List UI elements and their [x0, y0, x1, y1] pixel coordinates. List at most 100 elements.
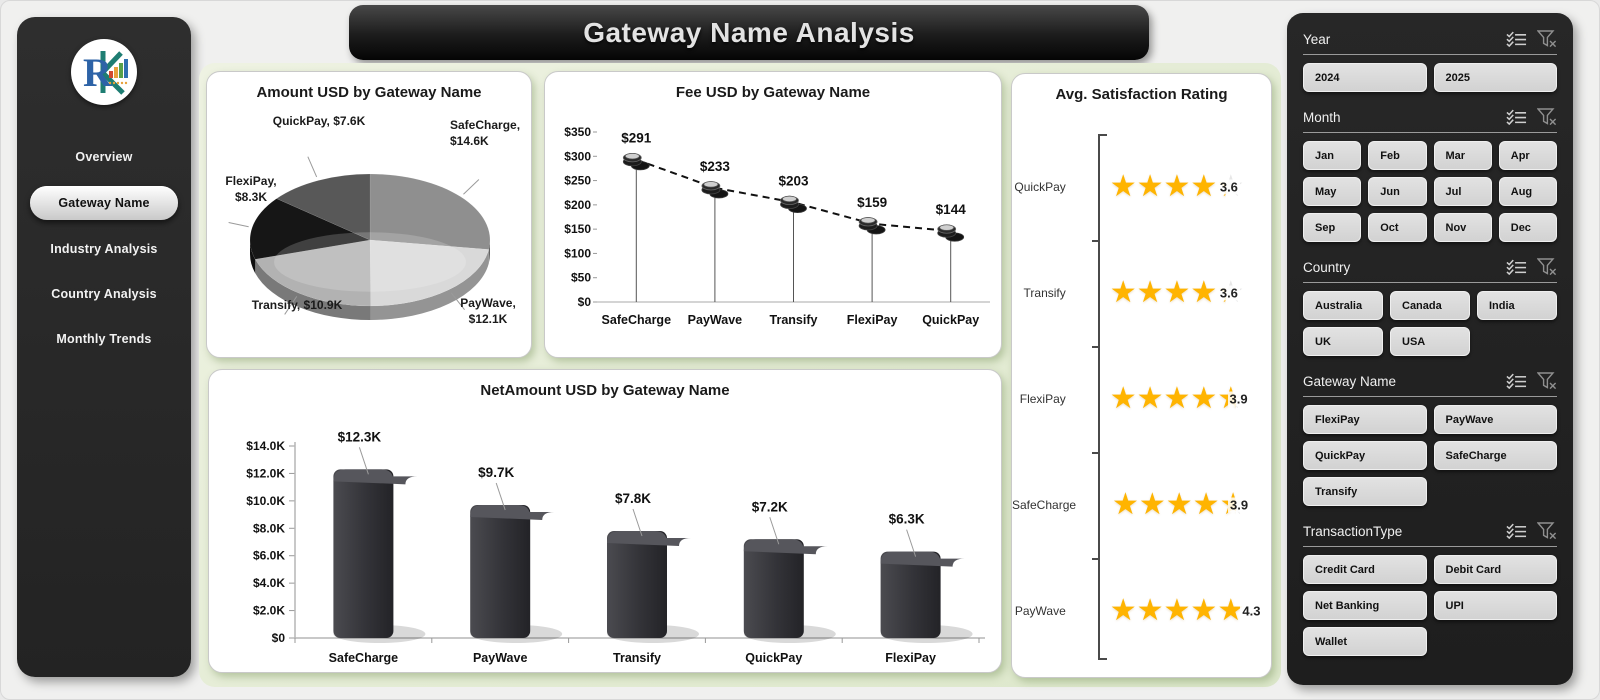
pie-slice-flexipay[interactable] [249, 198, 371, 260]
svg-text:$12.0K: $12.0K [246, 466, 285, 480]
filter-option-month-jan[interactable]: Jan [1303, 141, 1362, 170]
filter-option-country-usa[interactable]: USA [1390, 327, 1470, 356]
filter-option-gateway-name-paywave[interactable]: PayWave [1433, 405, 1557, 434]
filter-option-year-2024[interactable]: 2024 [1303, 63, 1427, 92]
filter-option-gateway-name-safecharge[interactable]: SafeCharge [1433, 441, 1557, 470]
filter-option-month-feb[interactable]: Feb [1368, 141, 1427, 170]
netamount-bar-chart[interactable]: $0 $2.0K $4.0K $6.0K $8.0K $10.0K $12.0K $14.0K… [209, 400, 1003, 672]
svg-text:$200: $200 [564, 198, 591, 212]
fee-category-label: QuickPay [922, 313, 979, 327]
fee-line-chart[interactable]: $0 $50 $100 $150 $200 $250 $300 $350 $291 SafeCha… [545, 102, 1003, 357]
fee-value-label: $233 [700, 159, 731, 174]
fee-line-card: Fee USD by Gateway Name $0 $50 $100 $150 $20… [544, 71, 1002, 358]
rating-axis-tick [1098, 134, 1107, 136]
filter-divider [1303, 396, 1557, 397]
filter-option-month-nov[interactable]: Nov [1433, 213, 1492, 242]
bar-leader-line [632, 508, 643, 537]
filter-option-month-apr[interactable]: Apr [1498, 141, 1557, 170]
coin-stack-icon[interactable] [780, 195, 807, 214]
amount-pie-chart[interactable] [207, 104, 533, 357]
filter-option-country-india[interactable]: India [1477, 291, 1557, 320]
clear-filter-icon[interactable] [1537, 522, 1557, 540]
pie-slice-quickpay[interactable] [276, 173, 371, 241]
multi-select-icon[interactable] [1506, 373, 1527, 389]
coin-stack-icon[interactable] [701, 181, 729, 199]
fee-value-label: $144 [936, 202, 967, 217]
rating-row-flexipay[interactable]: FlexiPay ★★★★★ ★★★★★ 3.9 [1012, 346, 1271, 452]
filter-title-gateway-name: Gateway Name [1303, 373, 1397, 389]
pie-label-safecharge: SafeCharge, $14.6K [450, 118, 521, 148]
multi-select-icon[interactable] [1506, 523, 1527, 539]
pie-slice-paywave[interactable] [369, 239, 490, 307]
stars-empty-icon: ★★★★★ [1112, 488, 1247, 521]
clear-filter-icon[interactable] [1537, 258, 1557, 276]
pie-leader-line [450, 292, 465, 310]
pie-shine [274, 232, 466, 292]
filter-option-month-sep[interactable]: Sep [1303, 213, 1362, 242]
clear-filter-icon[interactable] [1537, 372, 1557, 390]
page-title: Gateway Name Analysis [583, 16, 915, 48]
bar-quickpay[interactable] [743, 539, 804, 638]
svg-text:$350: $350 [564, 125, 591, 139]
bar-value-label: $7.2K [752, 499, 788, 514]
clear-filter-icon[interactable] [1537, 30, 1557, 48]
rating-row-safecharge[interactable]: SafeCharge ★★★★★ ★★★★★ 3.9 [1012, 452, 1271, 558]
filter-option-country-australia[interactable]: Australia [1303, 291, 1383, 320]
clear-filter-icon[interactable] [1537, 108, 1557, 126]
bar-safecharge[interactable] [333, 469, 394, 638]
sidebar-item-industry-analysis[interactable]: Industry Analysis [50, 242, 158, 256]
svg-text:$0: $0 [272, 631, 286, 645]
rating-row-transify[interactable]: Transify ★★★★★★★★★★3.6 [1012, 240, 1271, 346]
filter-option-month-jun[interactable]: Jun [1368, 177, 1427, 206]
filter-title-transactiontype: TransactionType [1303, 523, 1403, 539]
filter-section-country: Country Australia Canada India UK USA [1303, 255, 1557, 356]
filter-option-month-oct[interactable]: Oct [1368, 213, 1427, 242]
coin-stack-icon[interactable] [858, 217, 886, 235]
filter-option-gateway-name-transify[interactable]: Transify [1303, 477, 1427, 506]
filter-option-transactiontype-net-banking[interactable]: Net Banking [1303, 591, 1427, 620]
rating-row-paywave[interactable]: PayWave ★★★★★ ★★★★★ 4.3 [1012, 558, 1271, 664]
bar-paywave[interactable] [470, 504, 531, 638]
logo-icon: R [74, 42, 134, 102]
rating-row-quickpay[interactable]: QuickPay ★★★★★★★★★★3.6 [1012, 134, 1271, 240]
filter-option-country-canada[interactable]: Canada [1390, 291, 1470, 320]
filter-option-month-may[interactable]: May [1303, 177, 1362, 206]
filter-option-month-dec[interactable]: Dec [1498, 213, 1557, 242]
filter-option-transactiontype-upi[interactable]: UPI [1433, 591, 1557, 620]
multi-select-icon[interactable] [1506, 31, 1527, 47]
filter-option-month-jul[interactable]: Jul [1433, 177, 1492, 206]
filter-options-grid: 2024 2025 [1303, 63, 1557, 92]
filter-option-transactiontype-debit-card[interactable]: Debit Card [1433, 555, 1557, 584]
bar-top-bevel [333, 469, 418, 485]
netamount-bar-card: NetAmount USD by Gateway Name $0 $2.0K $4.… [208, 369, 1002, 673]
pie-slice-side [255, 259, 371, 320]
sidebar-item-overview[interactable]: Overview [75, 150, 133, 164]
filter-divider [1303, 132, 1557, 133]
bar-transify[interactable] [607, 531, 667, 638]
coin-stack-icon[interactable] [937, 224, 965, 242]
multi-select-icon[interactable] [1506, 109, 1527, 125]
filter-option-transactiontype-wallet[interactable]: Wallet [1303, 627, 1427, 656]
filter-option-gateway-name-flexipay[interactable]: FlexiPay [1303, 405, 1427, 434]
svg-text:$8.0K: $8.0K [253, 521, 285, 535]
rating-category-label: PayWave [1014, 604, 1066, 618]
pie-slice-side [250, 240, 256, 274]
filter-option-country-uk[interactable]: UK [1303, 327, 1383, 356]
filter-option-month-aug[interactable]: Aug [1498, 177, 1557, 206]
filter-header-icons [1506, 258, 1557, 276]
coin-stack-icon[interactable] [622, 153, 650, 171]
filter-section-transactiontype: TransactionType Credit Card Debit Card Net … [1303, 519, 1557, 656]
filter-option-month-mar[interactable]: Mar [1433, 141, 1492, 170]
pie-slice-safecharge[interactable] [369, 173, 491, 250]
filter-option-gateway-name-quickpay[interactable]: QuickPay [1303, 441, 1427, 470]
multi-select-icon[interactable] [1506, 259, 1527, 275]
pie-slice-transify[interactable] [254, 239, 371, 307]
sidebar-item-gateway-name[interactable]: Gateway Name [30, 186, 178, 220]
bar-top-bevel [607, 531, 691, 547]
sidebar-item-country-analysis[interactable]: Country Analysis [51, 287, 157, 301]
sidebar-item-monthly-trends[interactable]: Monthly Trends [56, 332, 152, 346]
filter-option-year-2025[interactable]: 2025 [1433, 63, 1557, 92]
filter-option-transactiontype-credit-card[interactable]: Credit Card [1303, 555, 1427, 584]
bar-flexipay[interactable] [880, 551, 941, 638]
bar-top-bevel [470, 504, 555, 520]
